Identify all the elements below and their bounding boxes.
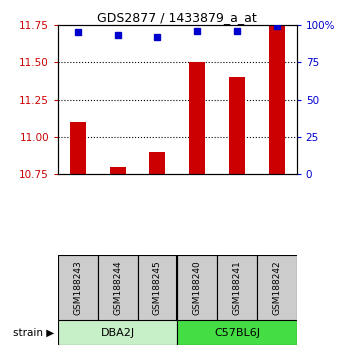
Bar xyxy=(70,122,86,175)
Bar xyxy=(98,255,137,320)
Text: GSM188240: GSM188240 xyxy=(193,260,202,315)
Bar xyxy=(137,255,177,320)
Bar xyxy=(177,255,217,320)
Text: GSM188243: GSM188243 xyxy=(73,260,83,315)
Bar xyxy=(229,77,245,175)
Bar xyxy=(257,255,297,320)
Bar xyxy=(58,320,177,345)
Text: GSM188245: GSM188245 xyxy=(153,260,162,315)
Text: GSM188242: GSM188242 xyxy=(272,260,281,315)
Title: GDS2877 / 1433879_a_at: GDS2877 / 1433879_a_at xyxy=(98,11,257,24)
Text: DBA2J: DBA2J xyxy=(101,328,135,338)
Text: GSM188241: GSM188241 xyxy=(233,260,241,315)
Text: strain ▶: strain ▶ xyxy=(13,328,55,338)
Text: C57BL6J: C57BL6J xyxy=(214,328,260,338)
Bar xyxy=(269,25,285,175)
Bar xyxy=(177,320,297,345)
Bar xyxy=(110,167,125,175)
Bar xyxy=(149,152,165,175)
Bar xyxy=(58,255,98,320)
Bar xyxy=(217,255,257,320)
Text: GSM188244: GSM188244 xyxy=(113,260,122,315)
Bar xyxy=(189,62,205,175)
